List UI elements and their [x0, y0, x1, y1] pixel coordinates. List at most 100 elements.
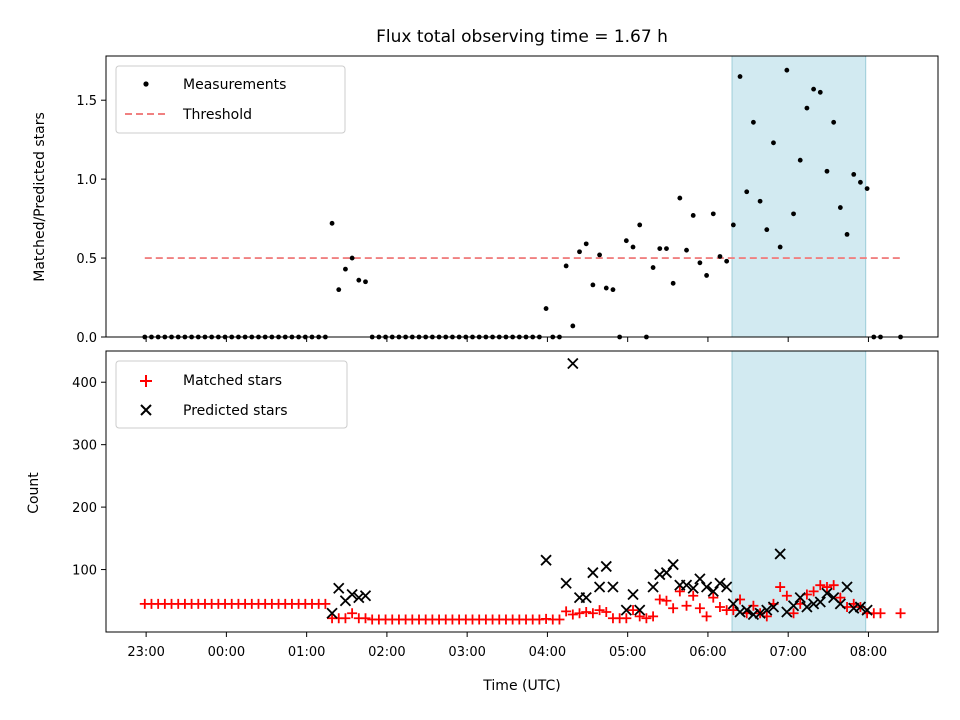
predicted-point-50 [861, 604, 873, 616]
bottom-xtick-label-5: 04:00 [529, 645, 566, 660]
predicted-point-11 [587, 567, 599, 579]
matched-point-74 [634, 611, 645, 622]
predicted-point-49 [854, 601, 867, 613]
matched-point-82 [688, 590, 699, 601]
matched-point-110 [875, 608, 886, 619]
bottom-highlight-span [731, 350, 867, 633]
bottom-legend-box [115, 360, 348, 429]
measurement-point-28 [329, 220, 335, 226]
measurement-point-79 [670, 280, 676, 286]
measurement-point-100 [811, 86, 817, 92]
measurement-point-87 [724, 258, 730, 264]
matched-point-84 [701, 611, 712, 622]
bottom-y-ticks: 100 200 300 400 [72, 376, 106, 579]
bottom-ylabel: Count [26, 472, 42, 514]
matched-point-67 [587, 608, 598, 619]
matched-point-65 [574, 608, 585, 619]
matched-point-64 [567, 609, 578, 620]
measurement-point-60 [543, 306, 549, 311]
predicted-point-36 [767, 601, 780, 613]
matched-point-68 [594, 605, 605, 616]
matched-point-78 [661, 595, 672, 606]
measurement-point-29 [336, 287, 342, 293]
predicted-point-19 [654, 568, 666, 581]
top-x-ticks [145, 337, 869, 342]
matched-point-97 [788, 608, 799, 619]
measurement-point-63 [563, 263, 569, 269]
bottom-plot: 100 200 300 400 23:00 00:00 01:00 02:00 03:00 04… [26, 350, 939, 694]
matched-point-111 [895, 608, 906, 619]
predicted-point-0 [326, 607, 338, 619]
bottom-xtick-label-3: 02:00 [368, 645, 405, 660]
predicted-point-32 [741, 604, 753, 616]
matched-point-85 [708, 592, 719, 603]
measurement-point-76 [650, 265, 656, 270]
predicted-point-18 [647, 581, 659, 593]
measurement-point-81 [684, 247, 689, 253]
bottom-xtick-label-8: 07:00 [769, 645, 806, 660]
measurement-point-90 [744, 189, 750, 195]
predicted-point-21 [667, 558, 679, 571]
matched-point-104 [835, 592, 846, 603]
matched-point-81 [681, 600, 692, 611]
bottom-ytick-label-0: 100 [72, 564, 97, 579]
top-ytick-label-1: 0.5 [76, 252, 97, 267]
predicted-point-25 [694, 573, 706, 585]
predicted-point-12 [593, 581, 606, 593]
predicted-point-40 [794, 592, 806, 604]
measurement-point-86 [717, 254, 723, 259]
legend-predicted-marker [140, 404, 152, 416]
measurement-point-70 [610, 287, 616, 293]
matched-point-30 [340, 613, 351, 624]
predicted-point-29 [721, 581, 733, 593]
measurement-point-104 [837, 205, 843, 210]
measurement-point-91 [751, 119, 756, 125]
matched-point-75 [641, 613, 652, 624]
predicted-point-35 [761, 604, 773, 616]
measurement-point-95 [777, 244, 783, 250]
predicted-point-39 [787, 600, 800, 612]
top-plot: 0.0 0.5 1.0 1.5 Matched/Predicted stars Mea… [32, 55, 939, 346]
measurement-point-98 [797, 157, 803, 163]
legend-measurements-label: Measurements [183, 77, 286, 93]
matched-point-76 [648, 611, 659, 622]
bottom-x-ticks: 23:00 00:00 01:00 02:00 03:00 04:00 05:00 06:00… [127, 632, 887, 660]
predicted-point-5 [359, 590, 372, 602]
matched-point-83 [694, 603, 705, 614]
measurement-point-99 [804, 105, 810, 111]
matched-point-88 [728, 605, 739, 616]
predicted-point-10 [580, 592, 592, 604]
top-legend-box [115, 65, 346, 134]
predicted-point-1 [333, 582, 345, 594]
top-highlight-span [731, 55, 867, 338]
measurement-point-102 [824, 168, 830, 174]
measurement-point-65 [577, 249, 582, 255]
predicted-point-7 [560, 577, 572, 589]
measurement-point-74 [637, 222, 643, 228]
matched-point-101 [815, 580, 826, 591]
measurement-point-92 [757, 198, 763, 204]
bottom-xtick-label-1: 00:00 [208, 645, 245, 660]
bottom-count-points [139, 357, 906, 625]
predicted-point-17 [634, 604, 646, 616]
measurement-point-101 [817, 89, 823, 95]
predicted-point-4 [353, 592, 365, 604]
chart-title: Flux total observing time = 1.67 h [376, 27, 668, 47]
measurement-point-64 [570, 323, 576, 329]
measurement-point-78 [664, 246, 669, 251]
predicted-point-14 [607, 581, 619, 593]
top-ylabel: Matched/Predicted stars [32, 112, 48, 282]
predicted-point-13 [600, 560, 612, 573]
top-axes-frame [105, 55, 939, 338]
top-ytick-label-2: 1.0 [76, 173, 97, 188]
measurement-point-108 [864, 186, 870, 192]
top-ytick-label-0: 0.0 [76, 331, 97, 346]
matched-point-103 [828, 580, 839, 591]
matched-point-69 [601, 607, 612, 618]
predicted-point-28 [714, 577, 726, 589]
predicted-point-37 [774, 548, 786, 560]
predicted-point-44 [821, 587, 833, 599]
bottom-xtick-label-4: 03:00 [448, 645, 485, 660]
top-y-ticks: 0.0 0.5 1.0 1.5 [76, 94, 106, 346]
